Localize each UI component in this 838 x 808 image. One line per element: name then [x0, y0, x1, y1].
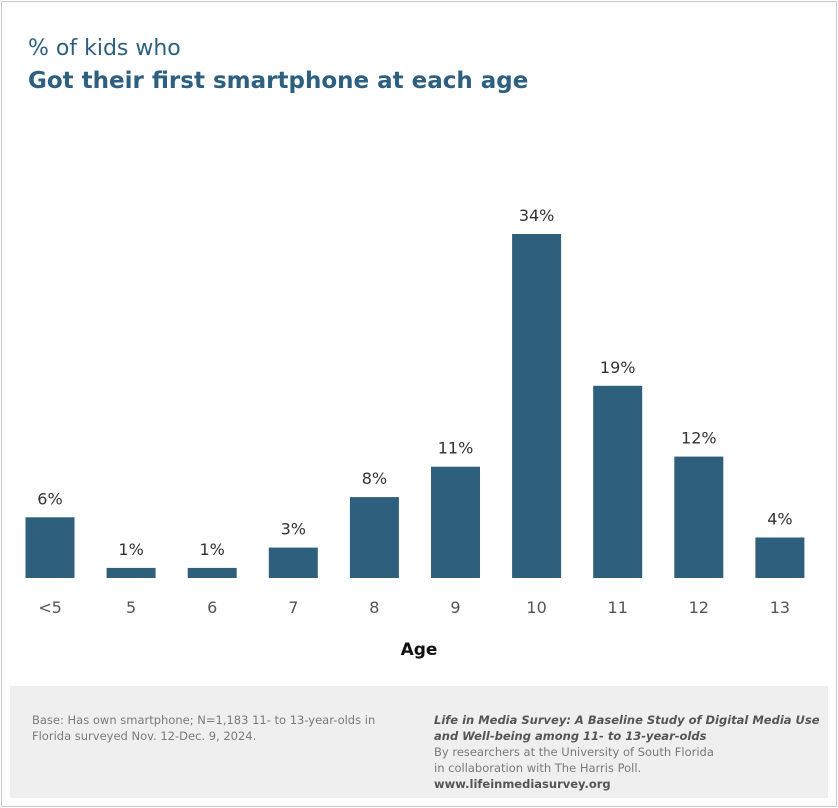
- bar-6: [187, 567, 237, 578]
- bar-5: [106, 567, 156, 578]
- x-tick-label-7: 7: [288, 598, 298, 617]
- x-tick-label-8: 8: [369, 598, 379, 617]
- x-tick-label-9: 9: [450, 598, 460, 617]
- x-tick-label-6: 6: [207, 598, 217, 617]
- footer-base-note: Base: Has own smartphone; N=1,183 11- to…: [32, 713, 376, 743]
- x-tick-label-10: 10: [526, 598, 546, 617]
- researchers-note: By researchers at the University of Sout…: [434, 745, 714, 759]
- x-tick-label-5: 5: [126, 598, 136, 617]
- bar-<5: [25, 517, 75, 578]
- x-axis-title: Age: [401, 640, 438, 660]
- study-title: Life in Media Survey: A Baseline Study o…: [434, 713, 820, 743]
- value-label-12: 12%: [681, 429, 717, 448]
- value-label-9: 11%: [438, 439, 474, 458]
- bar-11: [593, 385, 643, 578]
- footer-source: Life in Media Survey: A Baseline Study o…: [434, 712, 824, 792]
- bar-10: [512, 234, 562, 578]
- survey-url-link[interactable]: www.lifeinmediasurvey.org: [434, 777, 611, 791]
- value-label-10: 34%: [519, 206, 555, 225]
- x-tick-label-12: 12: [689, 598, 709, 617]
- value-label-7: 3%: [281, 520, 306, 539]
- value-label-6: 1%: [200, 540, 225, 559]
- x-tick-label-13: 13: [770, 598, 790, 617]
- value-label-13: 4%: [767, 510, 792, 529]
- chart-subtitle: % of kids who: [28, 36, 181, 61]
- bar-7: [268, 547, 318, 578]
- bar-13: [755, 537, 805, 578]
- bar-chart: 6% 1% 1% 3% 8% 11% 34% 19% 12% 4% <5 5 6 7 8 9 10 11 12 13…: [25, 206, 805, 660]
- value-label-<5: 6%: [37, 489, 62, 508]
- value-label-11: 19%: [600, 358, 636, 377]
- bar-9: [431, 466, 480, 578]
- chart-title: Got their first smartphone at each age: [28, 68, 529, 94]
- x-tick-label-11: 11: [608, 598, 628, 617]
- footer: Base: Has own smartphone; N=1,183 11- to…: [10, 686, 828, 798]
- bar-8: [349, 497, 399, 578]
- value-label-8: 8%: [362, 469, 387, 488]
- bar-12: [674, 456, 724, 578]
- collaboration-note: in collaboration with The Harris Poll.: [434, 761, 642, 775]
- value-label-5: 1%: [118, 540, 143, 559]
- x-tick-label-<5: <5: [38, 598, 62, 617]
